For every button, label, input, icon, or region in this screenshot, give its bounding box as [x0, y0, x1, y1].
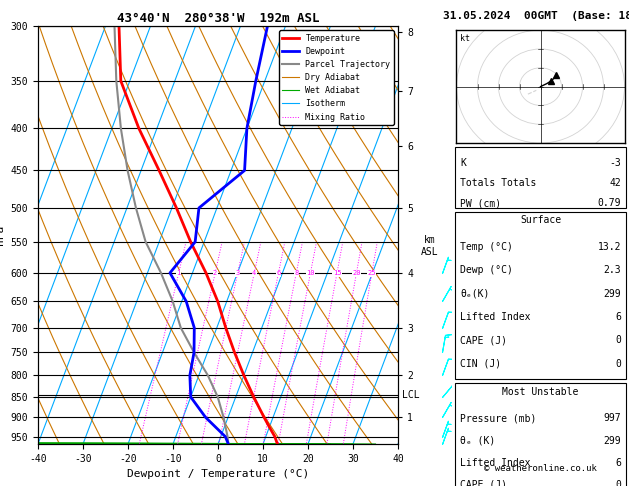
Text: © weatheronline.co.uk: © weatheronline.co.uk: [484, 464, 597, 473]
Text: 2: 2: [213, 270, 217, 277]
Text: kt: kt: [460, 34, 470, 43]
Text: -3: -3: [610, 157, 621, 168]
Text: 6: 6: [276, 270, 281, 277]
Text: Lifted Index: Lifted Index: [460, 312, 530, 322]
Title: 43°40'N  280°38'W  192m ASL: 43°40'N 280°38'W 192m ASL: [117, 12, 320, 25]
Text: Most Unstable: Most Unstable: [503, 387, 579, 397]
Legend: Temperature, Dewpoint, Parcel Trajectory, Dry Adiabat, Wet Adiabat, Isotherm, Mi: Temperature, Dewpoint, Parcel Trajectory…: [279, 30, 394, 125]
Text: Totals Totals: Totals Totals: [460, 178, 537, 188]
Text: 0: 0: [615, 480, 621, 486]
Bar: [455, 212, 626, 379]
Text: 8: 8: [294, 270, 298, 277]
Text: 15: 15: [333, 270, 341, 277]
Text: 0: 0: [615, 359, 621, 369]
Text: CIN (J): CIN (J): [460, 359, 501, 369]
Text: 299: 299: [603, 435, 621, 446]
Bar: [455, 147, 626, 208]
Text: 3: 3: [235, 270, 240, 277]
Text: 0.79: 0.79: [598, 198, 621, 208]
Text: 20: 20: [352, 270, 360, 277]
Text: 0: 0: [615, 335, 621, 346]
Text: 31.05.2024  00GMT  (Base: 18): 31.05.2024 00GMT (Base: 18): [443, 11, 629, 21]
Text: Lifted Index: Lifted Index: [460, 458, 530, 468]
Text: 6: 6: [615, 312, 621, 322]
Text: K: K: [460, 157, 466, 168]
Text: CAPE (J): CAPE (J): [460, 480, 507, 486]
Bar: [455, 383, 626, 486]
Text: 997: 997: [603, 414, 621, 423]
Text: Pressure (mb): Pressure (mb): [460, 414, 537, 423]
Text: Surface: Surface: [520, 215, 561, 226]
Text: 299: 299: [603, 289, 621, 299]
Text: 13.2: 13.2: [598, 242, 621, 252]
Text: θₑ (K): θₑ (K): [460, 435, 495, 446]
Y-axis label: hPa: hPa: [0, 225, 5, 245]
Text: 25: 25: [367, 270, 376, 277]
Text: CAPE (J): CAPE (J): [460, 335, 507, 346]
Text: 10: 10: [306, 270, 314, 277]
Text: θₑ(K): θₑ(K): [460, 289, 489, 299]
Y-axis label: km
ASL: km ASL: [421, 235, 438, 257]
X-axis label: Dewpoint / Temperature (°C): Dewpoint / Temperature (°C): [127, 469, 309, 479]
Text: 42: 42: [610, 178, 621, 188]
Text: 6: 6: [615, 458, 621, 468]
Text: 1: 1: [177, 270, 181, 277]
Text: 4: 4: [252, 270, 256, 277]
Text: LCL: LCL: [401, 390, 419, 400]
Text: PW (cm): PW (cm): [460, 198, 501, 208]
Text: 2.3: 2.3: [603, 265, 621, 276]
Text: Temp (°C): Temp (°C): [460, 242, 513, 252]
Text: Dewp (°C): Dewp (°C): [460, 265, 513, 276]
